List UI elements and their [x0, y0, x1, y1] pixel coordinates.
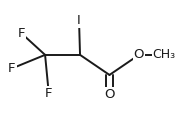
Text: CH₃: CH₃ — [153, 48, 176, 61]
Text: F: F — [17, 27, 25, 40]
Text: O: O — [104, 88, 115, 101]
Text: F: F — [8, 62, 16, 75]
Text: O: O — [134, 48, 144, 61]
Text: I: I — [77, 14, 81, 27]
Text: F: F — [45, 87, 52, 100]
